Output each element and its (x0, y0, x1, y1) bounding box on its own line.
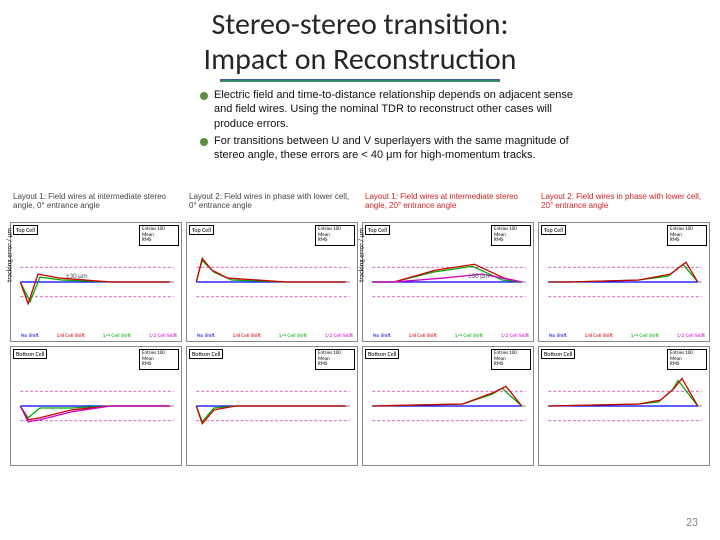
page-number: 23 (686, 516, 698, 530)
legend-item: 1/4 Cell Shift (102, 333, 130, 339)
title-line-1: Stereo-stereo transition: (211, 6, 508, 43)
plot-svg (11, 223, 181, 341)
series-legend: No Shift 1/8 Cell Shift 1/4 Cell Shift 1/2 … (21, 333, 177, 339)
legend-item: No Shift (549, 333, 567, 339)
chart-panel: Layout 1: Field wires at intermediate st… (10, 222, 182, 342)
series-legend: No Shift 1/8 Cell Shift 1/4 Cell Shift 1/2 … (549, 333, 705, 339)
bullet-dot-icon (200, 138, 208, 146)
panel-caption: Layout 1: Field wires at intermediate st… (13, 193, 179, 211)
series-legend: No Shift 1/8 Cell Shift 1/4 Cell Shift 1/2 … (373, 333, 529, 339)
legend-item: 1/4 Cell Shift (278, 333, 306, 339)
plot-svg (11, 347, 181, 465)
title-line-2: Impact on Reconstruction (204, 41, 517, 78)
bullet-item: Electric field and time-to-distance rela… (200, 88, 580, 131)
chart-panel: Layout 1: Field wires at intermediate st… (362, 222, 534, 342)
plot-svg (187, 347, 357, 465)
plot-svg (539, 347, 709, 465)
legend-item: 1/4 Cell Shift (630, 333, 658, 339)
chart-grid: Layout 1: Field wires at intermediate st… (10, 222, 710, 466)
annotation-pm30: ±30 μm (66, 271, 88, 280)
legend-item: 1/2 Cell Shift (677, 333, 705, 339)
panel-caption: Layout 2: Field wires in phase with lowe… (541, 193, 707, 211)
legend-item: 1/2 Cell Shift (325, 333, 353, 339)
plot-svg (539, 223, 709, 341)
chart-panel: Bottom CellEntries 100Mean RMS (186, 346, 358, 466)
legend-item: 1/8 Cell Shift (56, 333, 84, 339)
legend-item: 1/8 Cell Shift (584, 333, 612, 339)
bullet-text: Electric field and time-to-distance rela… (214, 88, 580, 131)
bullet-dot-icon (200, 92, 208, 100)
series-legend: No Shift 1/8 Cell Shift 1/4 Cell Shift 1/2 … (197, 333, 353, 339)
chart-panel: Bottom CellEntries 100Mean RMS (538, 346, 710, 466)
annotation-pm30: ±30 μm (468, 271, 490, 280)
legend-item: 1/2 Cell Shift (501, 333, 529, 339)
plot-svg (363, 347, 533, 465)
panel-caption: Layout 1: Field wires at intermediate st… (365, 193, 531, 211)
legend-item: 1/4 Cell Shift (454, 333, 482, 339)
legend-item: 1/8 Cell Shift (408, 333, 436, 339)
chart-panel: Bottom CellEntries 100Mean RMS (10, 346, 182, 466)
chart-panel: Layout 2: Field wires in phase with lowe… (186, 222, 358, 342)
legend-item: No Shift (21, 333, 39, 339)
legend-item: 1/8 Cell Shift (232, 333, 260, 339)
bullet-item: For transitions between U and V superlay… (200, 134, 580, 163)
title-underline (220, 79, 500, 82)
legend-item: No Shift (197, 333, 215, 339)
plot-svg (187, 223, 357, 341)
legend-item: 1/2 Cell Shift (149, 333, 177, 339)
chart-panel: Layout 2: Field wires in phase with lowe… (538, 222, 710, 342)
panel-caption: Layout 2: Field wires in phase with lowe… (189, 193, 355, 211)
legend-item: No Shift (373, 333, 391, 339)
chart-panel: Bottom CellEntries 100Mean RMS (362, 346, 534, 466)
bullet-list: Electric field and time-to-distance rela… (200, 88, 580, 162)
slide-title: Stereo-stereo transition: Impact on Reco… (0, 0, 720, 77)
bullet-text: For transitions between U and V superlay… (214, 134, 580, 163)
plot-svg (363, 223, 533, 341)
